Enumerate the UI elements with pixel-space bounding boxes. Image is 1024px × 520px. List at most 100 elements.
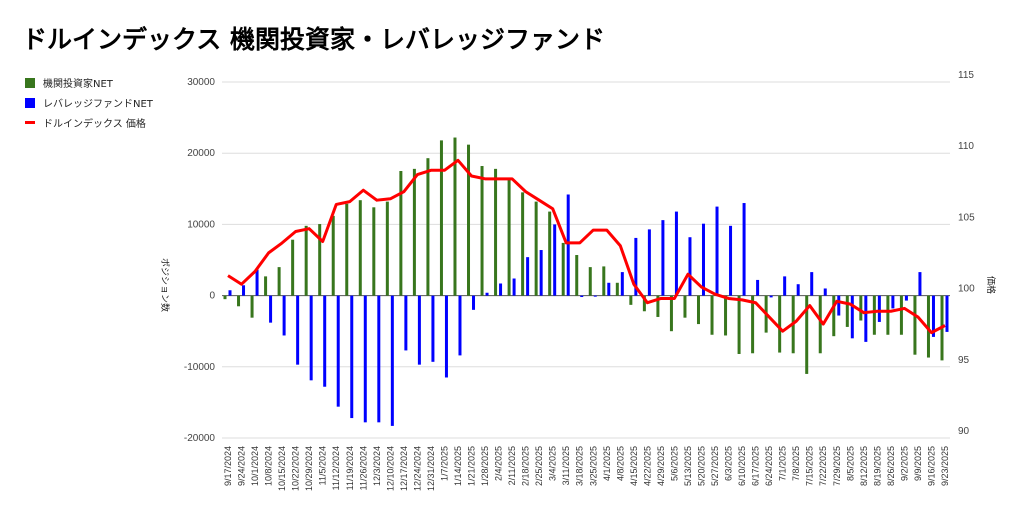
bar-leveraged (444, 295, 448, 378)
bar-leveraged (891, 295, 895, 309)
x-tick-label: 12/31/2024 (426, 446, 436, 491)
bar-institutional (832, 295, 836, 337)
x-tick-label: 6/3/2025 (724, 446, 734, 481)
bar-institutional (561, 242, 565, 296)
bar-institutional (696, 295, 700, 325)
bar-institutional (845, 295, 849, 327)
x-tick-label: 1/7/2025 (439, 446, 449, 481)
x-tick-label: 9/2/2025 (899, 446, 909, 481)
bar-leveraged (350, 295, 354, 419)
bar-institutional (575, 255, 579, 296)
bar-leveraged (323, 295, 327, 387)
x-tick-label: 3/25/2025 (588, 446, 598, 486)
bar-leveraged (756, 279, 760, 296)
bar-leveraged (647, 229, 651, 296)
bar-institutional (250, 295, 254, 318)
bar-leveraged (417, 295, 421, 365)
bar-institutional (412, 168, 416, 296)
bar-institutional (237, 295, 241, 307)
bar-leveraged (472, 295, 476, 310)
bar-leveraged (499, 283, 503, 296)
x-tick-label: 7/29/2025 (832, 446, 842, 486)
x-tick-label: 1/21/2025 (467, 446, 477, 486)
bar-leveraged (363, 295, 367, 423)
bar-leveraged (377, 295, 381, 423)
x-tick-label: 2/18/2025 (521, 446, 531, 486)
bar-leveraged (837, 295, 841, 316)
bar-leveraged (796, 284, 800, 296)
bar-leveraged (674, 211, 678, 296)
bar-institutional (534, 201, 538, 296)
bar-leveraged (945, 295, 949, 332)
bar-leveraged (931, 295, 935, 337)
x-tick-label: 11/26/2024 (358, 446, 368, 490)
x-tick-label: 10/22/2024 (291, 446, 301, 491)
bar-institutional (480, 166, 484, 296)
x-tick-label: 9/17/2024 (223, 446, 233, 486)
bar-institutional (710, 295, 714, 335)
bar-institutional (926, 295, 930, 358)
y-tick-right: 100 (958, 284, 975, 295)
x-tick-label: 3/18/2025 (575, 446, 585, 486)
x-tick-label: 8/12/2025 (859, 446, 869, 486)
x-tick-label: 8/26/2025 (886, 446, 896, 486)
bar-institutional (872, 295, 876, 335)
bar-leveraged (918, 272, 922, 296)
x-tick-label: 10/29/2024 (304, 446, 314, 491)
bar-leveraged (228, 290, 232, 296)
x-tick-label: 5/6/2025 (669, 446, 679, 481)
bar-leveraged (242, 285, 246, 296)
bar-institutional (494, 168, 498, 296)
bar-institutional (467, 144, 471, 296)
bar-leveraged (296, 295, 300, 365)
bar-institutional (737, 295, 741, 354)
bar-leveraged (309, 295, 313, 381)
x-tick-label: 12/17/2024 (399, 446, 409, 491)
bar-institutional (426, 158, 430, 296)
bar-leveraged (701, 223, 705, 296)
legend-label: 機関投資家NET (43, 79, 113, 90)
x-tick-label: 12/3/2024 (372, 446, 382, 486)
x-tick-label: 11/12/2024 (331, 446, 341, 490)
bar-leveraged (512, 278, 516, 296)
x-tick-label: 5/13/2025 (683, 446, 693, 486)
x-tick-label: 5/20/2025 (696, 446, 706, 486)
x-tick-label: 9/16/2025 (926, 446, 936, 486)
bar-leveraged (661, 220, 665, 296)
bar-leveraged (566, 194, 570, 296)
bar-leveraged (336, 295, 340, 407)
bar-leveraged (404, 295, 408, 351)
x-tick-label: 4/1/2025 (602, 446, 612, 481)
bar-leveraged (620, 272, 624, 296)
x-tick-label: 6/10/2025 (737, 446, 747, 486)
x-tick-label: 9/24/2024 (237, 446, 247, 486)
legend-swatch-blue (25, 97, 35, 108)
bar-leveraged (715, 206, 719, 296)
legend-label: レバレッジファンドNET (43, 99, 153, 110)
bar-institutional (602, 266, 606, 296)
bar-leveraged (742, 203, 746, 296)
x-tick-label: 5/27/2025 (710, 446, 720, 486)
bar-institutional (521, 192, 525, 296)
x-tick-label: 4/8/2025 (615, 446, 625, 481)
bar-leveraged (431, 295, 435, 362)
bar-leveraged (282, 295, 286, 336)
x-tick-label: 7/15/2025 (805, 446, 815, 486)
x-tick-label: 2/11/2025 (507, 446, 517, 485)
x-tick-label: 9/23/2025 (940, 446, 950, 486)
bar-institutional (385, 201, 389, 296)
x-tick-label: 12/10/2024 (385, 446, 395, 491)
x-tick-label: 11/5/2024 (318, 446, 328, 485)
x-tick-label: 11/19/2024 (345, 446, 355, 490)
bar-leveraged (783, 276, 787, 296)
x-tick-label: 8/5/2025 (845, 446, 855, 481)
bar-leveraged (458, 295, 462, 356)
bar-leveraged (255, 269, 259, 296)
bar-institutional (548, 211, 552, 296)
bar-leveraged (904, 295, 908, 301)
legend-item-price: ドルインデックス 価格 (25, 115, 146, 130)
x-tick-label: 10/8/2024 (264, 446, 274, 486)
price-line (227, 158, 946, 335)
x-tick-label: 4/29/2025 (656, 446, 666, 486)
bar-institutional (507, 179, 511, 296)
